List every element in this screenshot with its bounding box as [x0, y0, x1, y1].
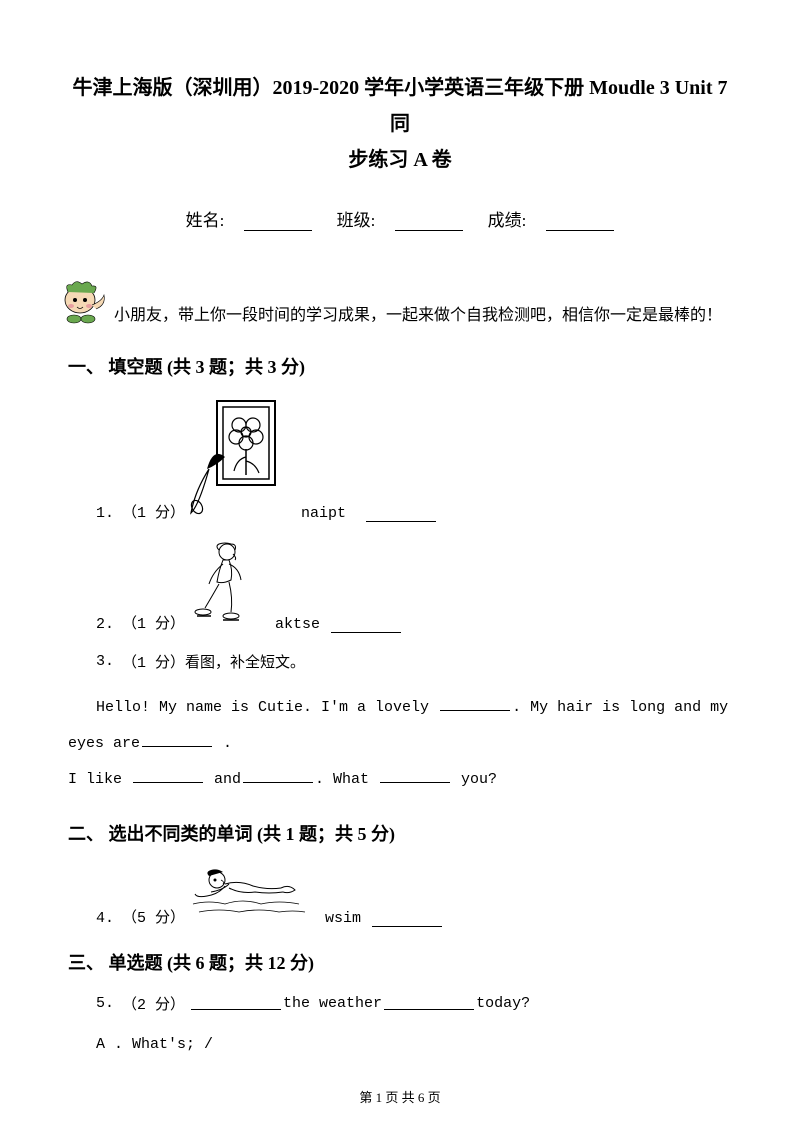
- q5: 5. （2 分） the weather today?: [96, 993, 732, 1014]
- q4-word: wsim: [325, 910, 361, 927]
- q2: 2. （1 分） aktse: [96, 540, 732, 633]
- q5-mid: the weather: [283, 995, 382, 1012]
- name-label: 姓名:: [186, 211, 225, 230]
- score-blank: [546, 215, 614, 231]
- mascot-icon: [54, 275, 110, 331]
- q5-choice-a: A . What's; /: [96, 1036, 732, 1053]
- title-line-2: 步练习 A 卷: [68, 142, 732, 178]
- mascot-text: 小朋友，带上你一段时间的学习成果，一起来做个自我检测吧，相信你一定是最棒的！: [114, 301, 722, 331]
- q4-image: [189, 864, 309, 927]
- q5-pts: （2 分）: [122, 993, 185, 1014]
- q1-word: naipt: [301, 505, 346, 522]
- name-blank: [244, 215, 312, 231]
- q2-word: aktse: [275, 616, 320, 633]
- para-blank-5: [380, 771, 450, 783]
- score-label: 成绩:: [488, 211, 527, 230]
- para-blank-3: [133, 771, 203, 783]
- q4-num: 4.: [96, 910, 114, 927]
- q3: 3. （1 分）看图，补全短文。: [96, 651, 732, 672]
- para-t7: you?: [452, 771, 497, 788]
- para-blank-1: [440, 699, 510, 711]
- q3-paragraph: Hello! My name is Cutie. I'm a lovely . …: [68, 690, 732, 798]
- q2-image: [189, 540, 259, 633]
- q5-blank-2: [384, 998, 474, 1010]
- para-t4: I like: [68, 771, 131, 788]
- q1-blank: [366, 510, 436, 522]
- q4: 4. （5 分） wsim: [96, 864, 732, 927]
- q5-end: today?: [476, 995, 530, 1012]
- para-t1: Hello! My name is Cutie. I'm a lovely: [96, 699, 438, 716]
- mascot-row: 小朋友，带上你一段时间的学习成果，一起来做个自我检测吧，相信你一定是最棒的！: [68, 275, 732, 331]
- q5-num: 5.: [96, 995, 114, 1012]
- q1-image: [189, 397, 285, 522]
- q1-pts: （1 分）: [122, 501, 185, 522]
- q3-text: （1 分）看图，补全短文。: [122, 651, 305, 672]
- para-blank-2: [142, 735, 212, 747]
- q4-blank: [372, 915, 442, 927]
- para-t3: .: [214, 735, 232, 752]
- title-line-1: 牛津上海版（深圳用）2019-2020 学年小学英语三年级下册 Moudle 3…: [68, 70, 732, 142]
- q2-pts: （1 分）: [122, 612, 185, 633]
- para-t5: and: [205, 771, 241, 788]
- para-blank-4: [243, 771, 313, 783]
- section-1-title: 一、 填空题 (共 3 题；共 3 分): [68, 353, 732, 379]
- q4-pts: （5 分）: [122, 906, 185, 927]
- section-2-title: 二、 选出不同类的单词 (共 1 题；共 5 分): [68, 820, 732, 846]
- q3-num: 3.: [96, 653, 114, 670]
- class-blank: [395, 215, 463, 231]
- class-label: 班级:: [337, 211, 376, 230]
- section-3-title: 三、 单选题 (共 6 题；共 12 分): [68, 949, 732, 975]
- q1-num: 1.: [96, 505, 114, 522]
- q5-blank-1: [191, 998, 281, 1010]
- q2-num: 2.: [96, 616, 114, 633]
- q1: 1. （1 分） naipt: [96, 397, 732, 522]
- info-row: 姓名: 班级: 成绩:: [68, 206, 732, 231]
- para-t6: . What: [315, 771, 378, 788]
- page-footer: 第 1 页 共 6 页: [0, 1087, 800, 1106]
- q2-blank: [331, 621, 401, 633]
